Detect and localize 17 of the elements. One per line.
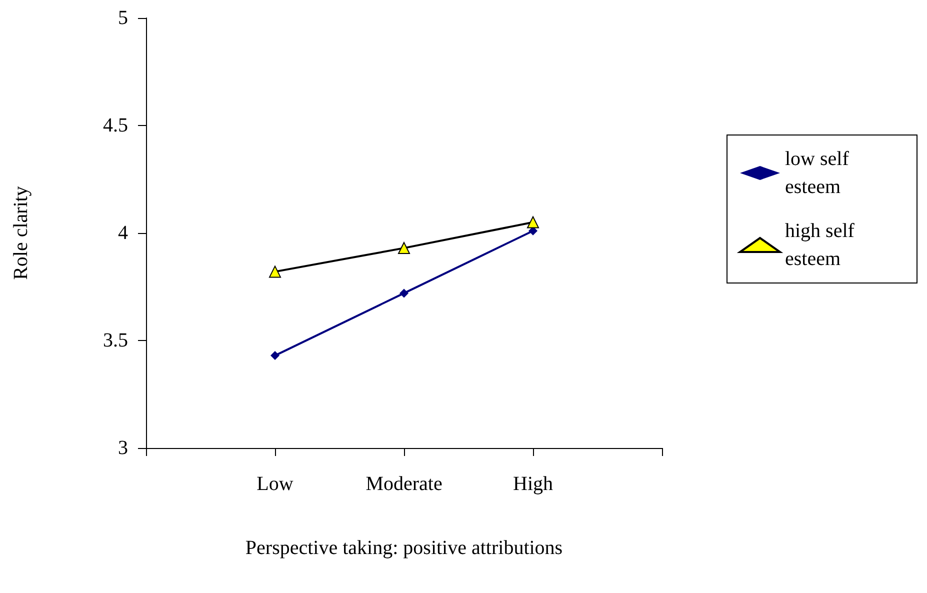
point <box>269 266 281 278</box>
point <box>400 288 408 298</box>
x-tick-label: Moderate <box>366 473 442 495</box>
x-tick-label: Low <box>256 473 294 495</box>
y-tick-label: 4 <box>118 222 128 244</box>
point <box>398 242 410 254</box>
legend-label: high self esteem <box>785 220 860 270</box>
y-tick-label: 3.5 <box>103 330 128 352</box>
y-tick-label: 4.5 <box>103 114 128 136</box>
y-tick-label: 5 <box>118 7 128 29</box>
point <box>527 216 539 228</box>
y-axis-title: Role clarity <box>10 186 32 280</box>
x-axis-title: Perspective taking: positive attributions <box>245 537 563 559</box>
y-tick-label: 3 <box>118 437 128 459</box>
legend-label: low self esteem <box>785 148 854 198</box>
point <box>270 351 280 360</box>
x-tick-label: High <box>513 473 553 495</box>
